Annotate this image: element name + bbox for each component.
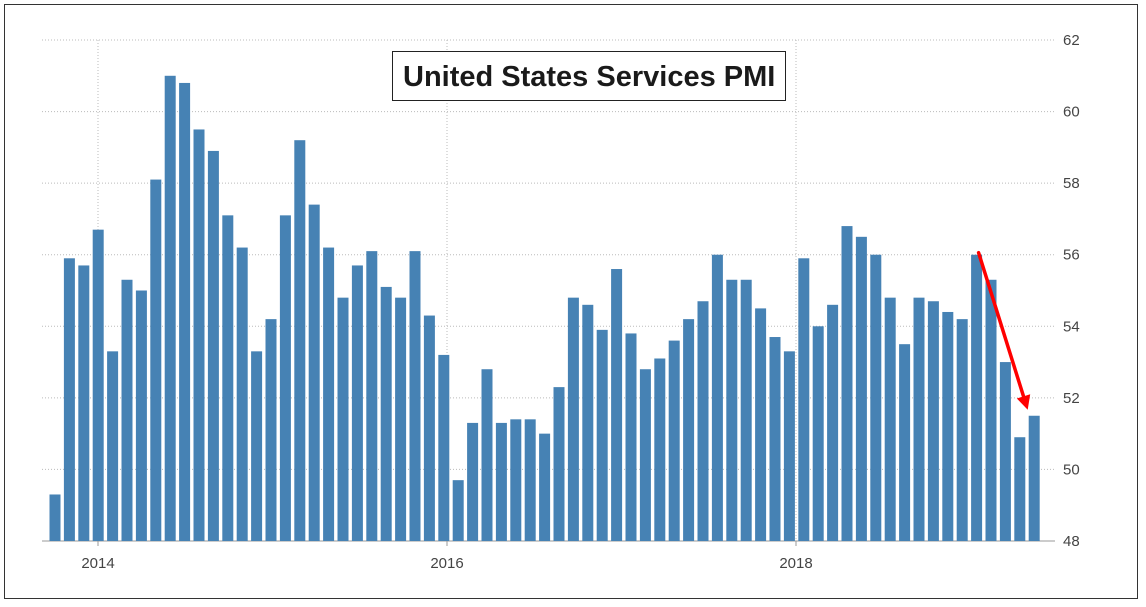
bar <box>683 319 695 541</box>
bar <box>308 204 320 541</box>
bar <box>971 254 983 541</box>
bar <box>582 304 594 541</box>
x-axis-ticks: 2014 2016 2018 <box>81 541 813 572</box>
bar <box>323 247 335 542</box>
bar <box>438 354 450 541</box>
bar <box>985 279 997 541</box>
bar <box>855 236 867 542</box>
y-tick-label: 58 <box>1063 175 1080 192</box>
bar <box>798 258 810 541</box>
bar <box>380 286 392 541</box>
bar <box>884 297 896 541</box>
y-axis-ticks: 48 50 52 54 56 58 60 62 <box>1063 32 1080 550</box>
chart-title: United States Services PMI <box>392 51 787 101</box>
bar <box>596 329 608 541</box>
bar <box>899 344 911 541</box>
bar <box>726 279 738 541</box>
bar <box>827 304 839 541</box>
bar <box>409 251 421 541</box>
bar <box>207 150 219 541</box>
bars <box>49 75 1040 542</box>
x-tick-label: 2018 <box>779 555 812 572</box>
arrow-head <box>1016 394 1031 410</box>
bar <box>927 301 939 541</box>
x-tick-label: 2014 <box>81 555 114 572</box>
bar <box>697 301 709 541</box>
bar <box>495 422 507 541</box>
bar <box>423 315 435 541</box>
bar <box>625 333 637 541</box>
bar <box>755 308 767 541</box>
bar <box>942 311 954 541</box>
y-tick-label: 50 <box>1063 461 1080 478</box>
bar <box>539 433 551 541</box>
bar <box>135 290 147 541</box>
bar <box>668 340 680 541</box>
chart-frame <box>4 4 1138 599</box>
bar <box>107 351 119 541</box>
y-tick-label: 52 <box>1063 390 1080 407</box>
y-tick-label: 56 <box>1063 247 1080 264</box>
bar <box>654 358 666 541</box>
bar <box>179 82 191 541</box>
y-tick-label: 62 <box>1063 32 1080 49</box>
x-tick-label: 2016 <box>430 555 463 572</box>
bar <box>841 226 853 542</box>
bar <box>639 369 651 541</box>
bar <box>611 269 623 541</box>
bar <box>265 319 277 541</box>
bar <box>294 140 306 541</box>
bar <box>164 75 176 542</box>
bar <box>999 362 1011 541</box>
bar <box>1014 437 1026 541</box>
bar <box>769 337 781 541</box>
bar <box>236 247 248 542</box>
bar <box>337 297 349 541</box>
bar <box>567 297 579 541</box>
bar <box>395 297 407 541</box>
bar <box>452 480 464 541</box>
bar <box>467 422 479 541</box>
bar <box>193 129 205 541</box>
bar <box>956 319 968 541</box>
y-tick-label: 48 <box>1063 533 1080 550</box>
bar <box>524 419 536 541</box>
bar <box>812 326 824 541</box>
bar <box>366 251 378 541</box>
bar <box>1028 415 1040 541</box>
bar <box>913 297 925 541</box>
bar <box>78 265 90 541</box>
bar <box>92 229 104 541</box>
bar <box>510 419 522 541</box>
trend-arrow <box>976 250 1031 410</box>
bar <box>49 494 61 541</box>
bar <box>783 351 795 541</box>
bar <box>121 279 133 541</box>
bar <box>711 254 723 541</box>
y-tick-label: 54 <box>1063 318 1080 335</box>
bar <box>63 258 75 541</box>
bar <box>870 254 882 541</box>
bar <box>553 387 565 541</box>
bar <box>740 279 752 541</box>
bar <box>481 369 493 541</box>
bar <box>279 215 291 541</box>
bar <box>222 215 234 541</box>
bar <box>251 351 263 541</box>
bar <box>351 265 363 541</box>
bar <box>150 179 162 542</box>
y-tick-label: 60 <box>1063 104 1080 121</box>
arrow-shaft <box>976 250 1026 399</box>
